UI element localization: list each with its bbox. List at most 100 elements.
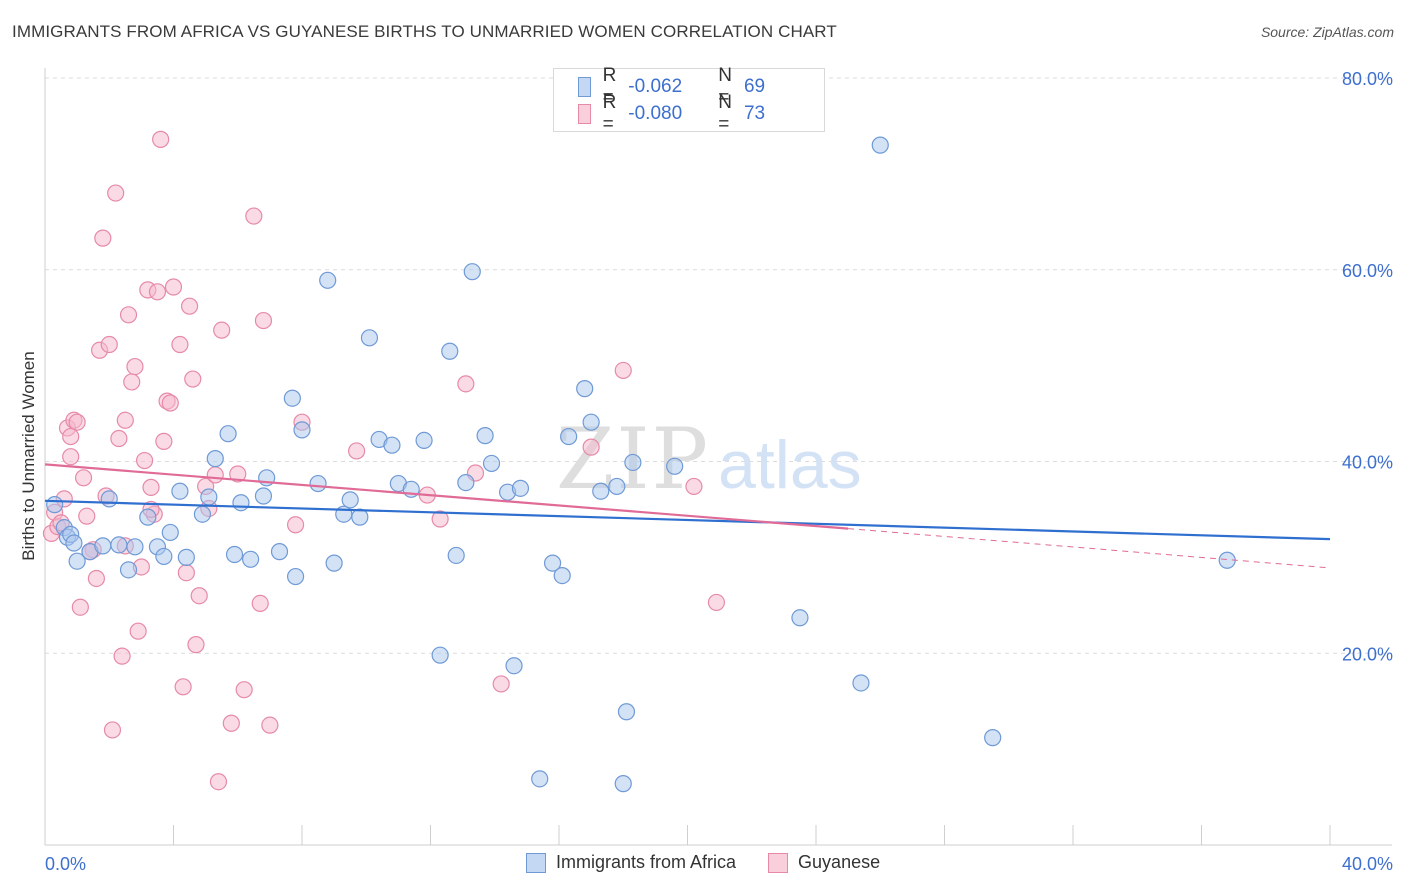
guyanese-point bbox=[116, 411, 134, 429]
guyanese-point bbox=[126, 357, 144, 376]
series-legend: Immigrants from Africa Guyanese bbox=[526, 852, 912, 873]
guyanese-trend-extension bbox=[848, 528, 1331, 569]
source-label: Source: ZipAtlas.com bbox=[1260, 24, 1394, 40]
africa-point bbox=[206, 450, 224, 468]
africa-point bbox=[325, 554, 343, 572]
guyanese-point bbox=[245, 207, 263, 225]
chart-title: IMMIGRANTS FROM AFRICA VS GUYANESE BIRTH… bbox=[12, 22, 837, 41]
africa-point bbox=[193, 505, 212, 523]
africa-point bbox=[592, 482, 610, 500]
legend-label-guyanese: Guyanese bbox=[798, 852, 881, 872]
africa-point bbox=[360, 329, 379, 347]
y-axis-label: Births to Unmarried Women bbox=[19, 351, 38, 560]
guyanese-point bbox=[148, 283, 167, 301]
africa-point bbox=[383, 436, 401, 454]
guyanese-point bbox=[161, 394, 179, 412]
guyanese-point bbox=[62, 427, 80, 446]
legend-r-label: R = bbox=[602, 92, 617, 135]
guyanese-point bbox=[222, 714, 240, 732]
guyanese-point bbox=[254, 311, 273, 330]
africa-trend-line bbox=[44, 499, 1331, 541]
africa-point bbox=[871, 136, 889, 154]
guyanese-point bbox=[685, 477, 703, 496]
guyanese-point bbox=[184, 370, 202, 388]
africa-point bbox=[852, 674, 870, 692]
x-tick-label: 40.0% bbox=[1342, 854, 1393, 874]
guyanese-point bbox=[135, 451, 154, 470]
africa-point bbox=[309, 474, 327, 493]
africa-point bbox=[447, 546, 465, 565]
africa-point bbox=[576, 380, 594, 398]
guyanese-point bbox=[348, 442, 366, 460]
correlation-legend: R = -0.062 N = 69 R = -0.080 N = 73 bbox=[553, 65, 825, 135]
africa-point bbox=[560, 427, 578, 446]
guyanese-point bbox=[251, 594, 269, 612]
guyanese-point bbox=[129, 622, 147, 640]
guyanese-trend-line bbox=[44, 463, 849, 530]
guyanese-point bbox=[177, 564, 195, 582]
legend-item-guyanese: Guyanese bbox=[768, 852, 880, 873]
africa-point bbox=[225, 545, 244, 564]
guyanese-point bbox=[180, 297, 199, 315]
legend-n-label: N = bbox=[718, 65, 733, 108]
africa-point bbox=[46, 496, 64, 514]
africa-point bbox=[283, 389, 301, 407]
africa-point bbox=[415, 431, 433, 450]
africa-point bbox=[242, 550, 260, 568]
africa-point bbox=[161, 523, 179, 542]
africa-point bbox=[543, 554, 562, 572]
africa-point bbox=[614, 775, 632, 793]
africa-point bbox=[624, 453, 642, 472]
trend-lines bbox=[44, 463, 1331, 569]
x-tick-labels: 0.0% 40.0% bbox=[45, 854, 1393, 874]
guyanese-point bbox=[110, 429, 128, 448]
africa-point bbox=[457, 473, 475, 492]
guyanese-point bbox=[87, 569, 106, 588]
legend-r-value: -0.080 bbox=[628, 103, 683, 124]
guyanese-point bbox=[171, 335, 189, 354]
guyanese-point bbox=[286, 516, 305, 534]
africa-point bbox=[232, 494, 250, 512]
legend-n-value: 73 bbox=[743, 103, 766, 124]
guyanese-point bbox=[229, 465, 247, 483]
africa-point bbox=[171, 482, 189, 500]
africa-point bbox=[139, 508, 157, 526]
africa-point bbox=[341, 491, 359, 509]
guyanese-point bbox=[155, 432, 173, 450]
africa-point bbox=[476, 427, 494, 445]
guyanese-point bbox=[62, 448, 80, 466]
africa-point bbox=[463, 263, 481, 281]
africa-points bbox=[46, 136, 1236, 793]
guyanese-point bbox=[235, 681, 253, 699]
legend-n-label: N = bbox=[718, 92, 733, 135]
guyanese-point bbox=[107, 184, 125, 202]
africa-point bbox=[441, 342, 459, 360]
x-tick-label: 0.0% bbox=[45, 854, 86, 874]
africa-point bbox=[511, 479, 530, 497]
guyanese-point bbox=[209, 773, 228, 791]
africa-point bbox=[984, 729, 1002, 747]
africa-point bbox=[553, 566, 571, 585]
guyanese-point bbox=[707, 593, 726, 612]
guyanese-point bbox=[152, 130, 170, 148]
africa-point bbox=[126, 538, 144, 556]
guyanese-point bbox=[582, 438, 600, 456]
africa-point bbox=[319, 271, 337, 289]
guyanese-point bbox=[457, 375, 475, 393]
africa-point bbox=[582, 413, 600, 431]
africa-point bbox=[94, 537, 112, 555]
africa-point bbox=[293, 421, 311, 439]
guyanese-point bbox=[123, 373, 141, 391]
africa-point bbox=[100, 490, 118, 508]
africa-point bbox=[110, 536, 128, 554]
guyanese-point bbox=[68, 413, 86, 431]
guyanese-point bbox=[119, 306, 138, 324]
legend-swatch-guyanese bbox=[578, 104, 591, 124]
guyanese-point bbox=[206, 466, 224, 484]
legend-row-africa: R = -0.062 N = 69 bbox=[578, 65, 824, 108]
guyanese-point bbox=[213, 321, 231, 339]
guyanese-point bbox=[187, 636, 205, 654]
africa-point bbox=[200, 488, 218, 506]
legend-r-label: R = bbox=[602, 65, 617, 108]
